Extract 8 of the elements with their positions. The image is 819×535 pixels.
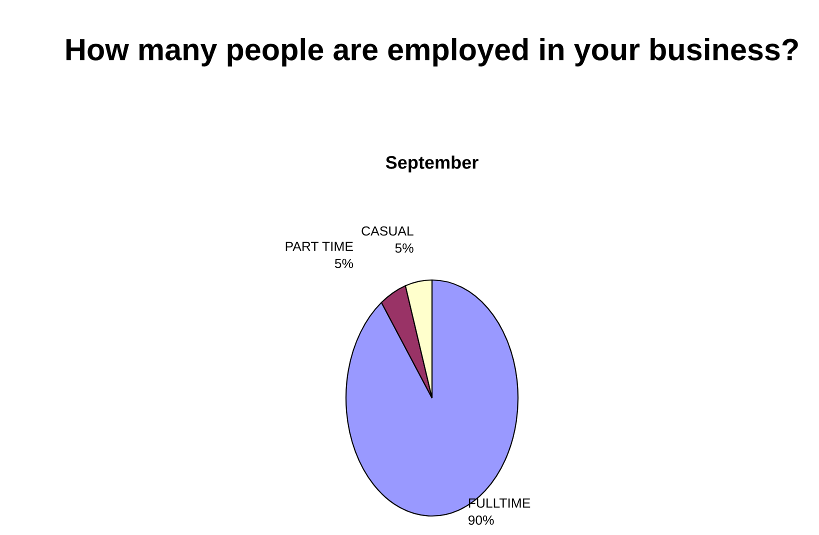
- chart-subtitle: September: [386, 156, 478, 172]
- data-label: 90%: [468, 515, 494, 525]
- slice-label: FULLTIME: [468, 498, 530, 508]
- slice-label: CASUAL: [362, 226, 414, 236]
- data-label: 5%: [395, 243, 414, 253]
- data-label: 5%: [334, 258, 354, 268]
- slice-label: PART TIME: [286, 242, 353, 251]
- chart-title: How many people are employed in your business?: [66, 38, 798, 66]
